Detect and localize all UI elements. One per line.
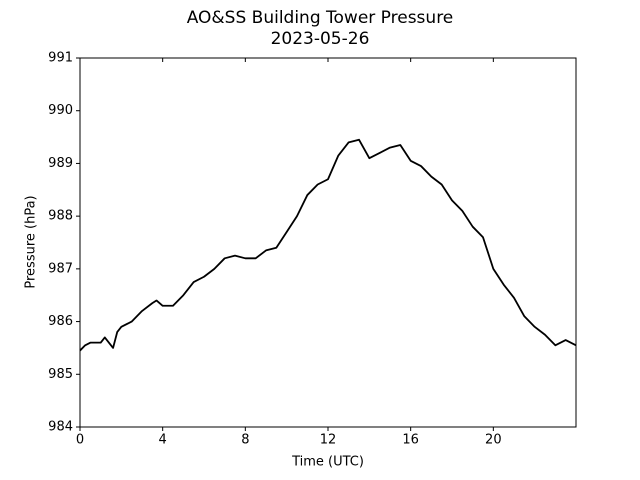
y-tick-label: 985 [48,367,73,382]
chart-title: AO&SS Building Tower Pressure [187,8,454,28]
y-tick-label: 987 [48,261,73,276]
x-tick-label: 4 [159,433,167,448]
data-line [79,138,577,352]
y-tick-label: 984 [48,420,73,435]
y-tick-label: 991 [48,51,73,66]
x-axis-label: Time (UTC) [291,455,364,470]
x-tick-label: 8 [241,433,249,448]
x-tick-label: 12 [320,433,337,448]
x-tick-label: 20 [485,433,502,448]
x-tick-label: 16 [402,433,419,448]
x-tick-label: 0 [76,433,84,448]
y-tick-label: 990 [48,103,73,118]
chart-subtitle: 2023-05-26 [271,29,370,49]
y-tick-label: 986 [48,314,73,329]
y-axis-label: Pressure (hPa) [24,195,39,288]
y-tick-label: 989 [48,156,73,171]
y-tick-label: 988 [48,209,73,224]
